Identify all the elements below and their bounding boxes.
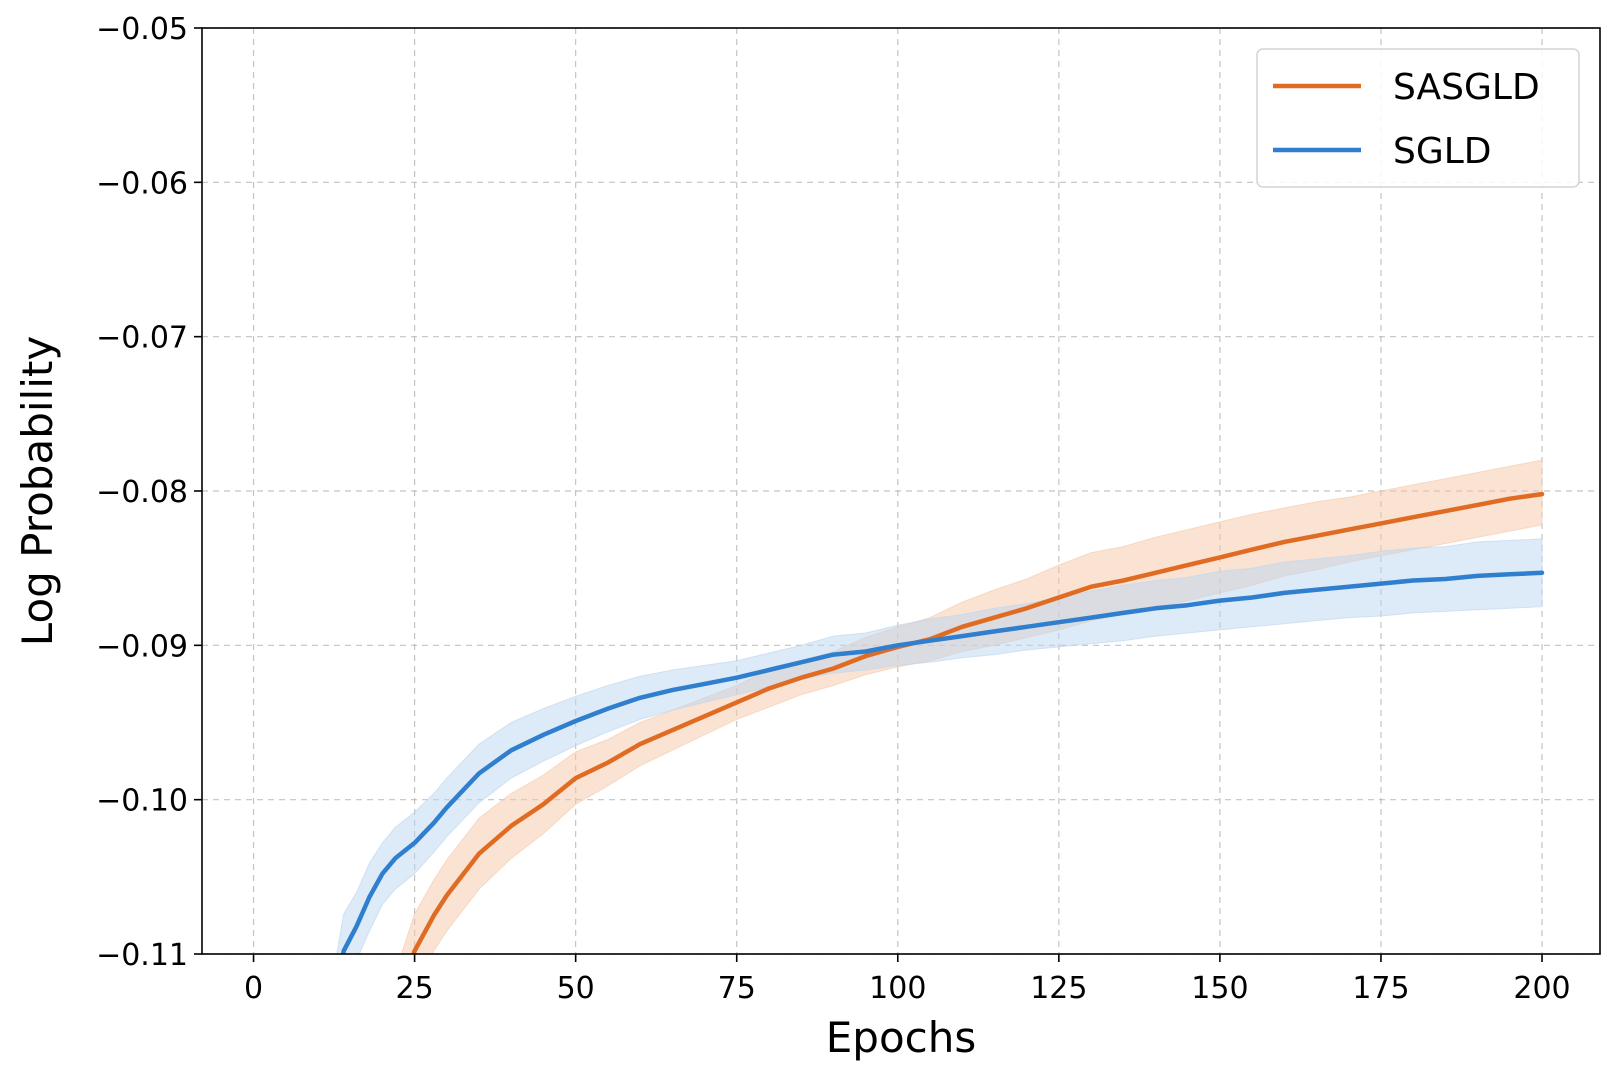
legend-label-sasgld: SASGLD [1393, 67, 1540, 108]
legend-label-sgld: SGLD [1393, 131, 1492, 172]
y-tick-label: −0.10 [96, 784, 188, 819]
series-lines [340, 491, 1545, 954]
y-tick-label: −0.05 [96, 12, 188, 47]
y-tick-label: −0.09 [96, 629, 188, 664]
y-tick-label: −0.11 [96, 938, 188, 973]
x-tick-label: 100 [869, 971, 926, 1006]
y-axis-title: Log Probability [13, 336, 62, 646]
x-tick-label: 150 [1191, 971, 1248, 1006]
x-tick-label: 175 [1352, 971, 1409, 1006]
legend-box [1256, 48, 1580, 188]
y-tick-label: −0.08 [96, 475, 188, 510]
series-line-sgld [340, 570, 1545, 954]
legend: SASGLD SGLD [1256, 48, 1580, 188]
x-tick-label: 125 [1030, 971, 1087, 1006]
x-tick-label: 0 [244, 971, 263, 1006]
x-tick-label: 200 [1513, 971, 1570, 1006]
x-tick-label: 25 [396, 971, 434, 1006]
y-tick-label: −0.07 [96, 321, 188, 356]
x-axis-title: Epochs [826, 1013, 977, 1062]
axis-ticks: 0 25 50 75 100 125 150 175 200 −0.11 −0.10 −0.09 −0.… [96, 12, 1571, 1006]
y-tick-label: −0.06 [96, 166, 188, 201]
x-tick-label: 50 [557, 971, 595, 1006]
x-tick-label: 75 [718, 971, 756, 1006]
